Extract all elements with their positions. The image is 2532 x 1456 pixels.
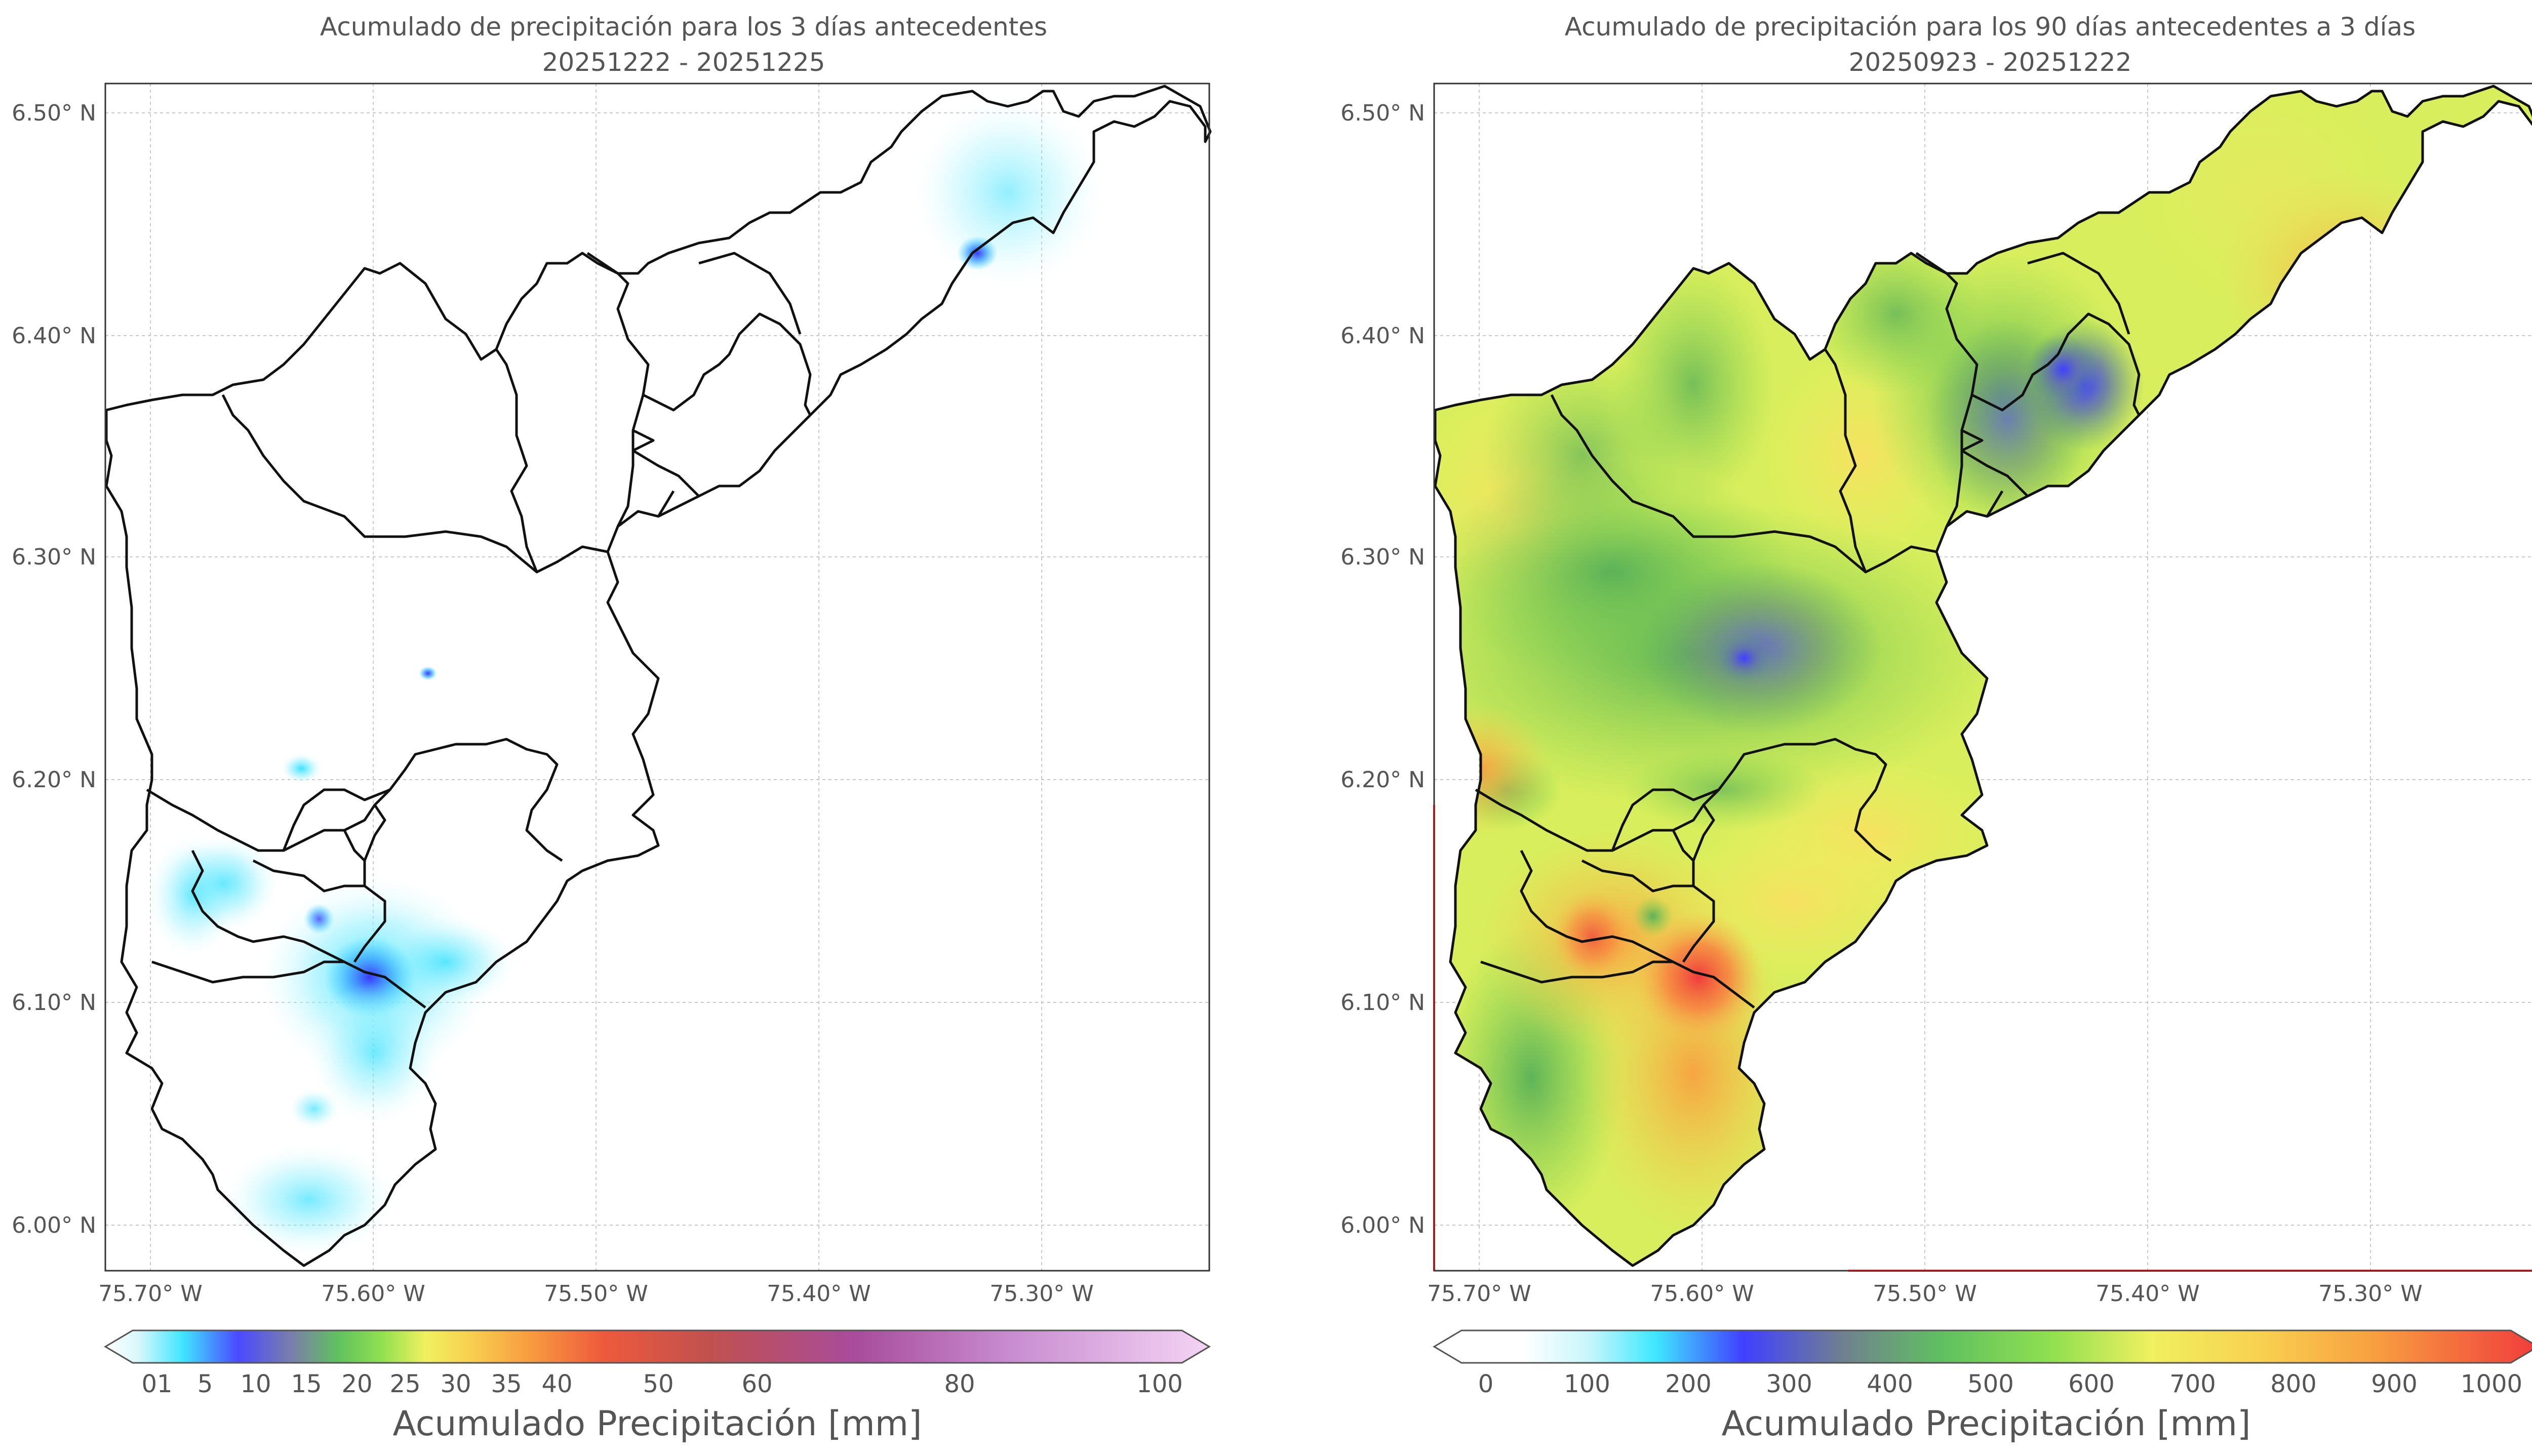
- colorbar-tick-label: 10: [240, 1370, 271, 1398]
- lon-tick-label: 75.70° W: [1427, 1281, 1531, 1307]
- right-map-panel: Acumulado de precipitación para los 90 d…: [1340, 12, 2532, 1444]
- lat-tick-label: 6.50° N: [1340, 100, 1425, 126]
- lat-tick-label: 6.20° N: [1340, 767, 1425, 793]
- left-colorbar: 01 5 10 15 20 25 30 35 40 50 60 80 100 A…: [104, 1329, 1211, 1444]
- lon-tick-label: 75.50° W: [1873, 1281, 1976, 1307]
- right-map-precip-field: [1379, 61, 2532, 1291]
- lat-tick-label: 6.40° N: [1340, 323, 1425, 349]
- lon-tick-label: 75.60° W: [321, 1281, 425, 1307]
- colorbar-tick-label: 0: [1478, 1370, 1494, 1398]
- left-map-precip-field: [147, 96, 1104, 1256]
- lon-tick-label: 75.70° W: [98, 1281, 202, 1307]
- left-map-lat-ticks: 6.50° N 6.40° N 6.30° N 6.20° N 6.10° N …: [12, 100, 96, 1238]
- colorbar-tick-label: 800: [2270, 1370, 2317, 1398]
- right-colorbar-title: Acumulado Precipitación [mm]: [1721, 1404, 2250, 1444]
- colorbar-tick-label: 100: [1136, 1370, 1183, 1398]
- colorbar-tick-label: 600: [2068, 1370, 2115, 1398]
- lat-tick-label: 6.50° N: [12, 100, 96, 126]
- colorbar-tick-label: 100: [1564, 1370, 1610, 1398]
- lon-tick-label: 75.40° W: [2095, 1281, 2199, 1307]
- colorbar-tick-label: 200: [1665, 1370, 1712, 1398]
- colorbar-tick-label: 300: [1766, 1370, 1812, 1398]
- colorbar-tick-label: 1000: [2461, 1370, 2522, 1398]
- colorbar-tick-label: 500: [1967, 1370, 2014, 1398]
- lon-tick-label: 75.60° W: [1650, 1281, 1754, 1307]
- colorbar-tick-label: 01: [141, 1370, 172, 1398]
- lat-tick-label: 6.10° N: [12, 990, 96, 1016]
- colorbar-tick-label: 35: [491, 1370, 522, 1398]
- colorbar-tick-label: 25: [389, 1370, 420, 1398]
- colorbar-tick-label: 50: [643, 1370, 674, 1398]
- right-map-lat-ticks: 6.50° N 6.40° N 6.30° N 6.20° N 6.10° N …: [1340, 100, 1425, 1238]
- lat-tick-label: 6.40° N: [12, 323, 96, 349]
- colorbar-tick-label: 400: [1867, 1370, 1913, 1398]
- lat-tick-label: 6.30° N: [1340, 544, 1425, 570]
- colorbar-tick-label: 40: [541, 1370, 572, 1398]
- lat-tick-label: 6.10° N: [1340, 990, 1425, 1016]
- lat-tick-label: 6.00° N: [1340, 1212, 1425, 1238]
- lon-tick-label: 75.30° W: [2318, 1281, 2422, 1307]
- colorbar-tick-label: 80: [944, 1370, 975, 1398]
- lon-tick-label: 75.30° W: [990, 1281, 1093, 1307]
- lon-tick-label: 75.50° W: [544, 1281, 648, 1307]
- right-map-title-line1: Acumulado de precipitación para los 90 d…: [1565, 12, 2416, 42]
- colorbar-tick-label: 5: [197, 1370, 213, 1398]
- colorbar-tick-label: 700: [2169, 1370, 2216, 1398]
- colorbar-tick-label: 60: [741, 1370, 772, 1398]
- lat-tick-label: 6.20° N: [12, 767, 96, 793]
- left-colorbar-title: Acumulado Precipitación [mm]: [392, 1404, 922, 1444]
- left-map-lon-ticks: 75.70° W 75.60° W 75.50° W 75.40° W 75.3…: [98, 1281, 1093, 1307]
- lat-tick-label: 6.00° N: [12, 1212, 96, 1238]
- left-map-title-line2: 20251222 - 20251225: [542, 48, 825, 77]
- left-map-frame: [104, 83, 1210, 1272]
- colorbar-tick-label: 900: [2371, 1370, 2418, 1398]
- lon-tick-label: 75.40° W: [767, 1281, 871, 1307]
- colorbar-tick-label: 30: [440, 1370, 471, 1398]
- left-map-title-line1: Acumulado de precipitación para los 3 dí…: [320, 12, 1047, 42]
- colorbar-tick-label: 15: [291, 1370, 322, 1398]
- left-map-panel: Acumulado de precipitación para los 3 dí…: [12, 12, 1210, 1444]
- colorbar-tick-label: 20: [341, 1370, 372, 1398]
- right-map-lon-ticks: 75.70° W 75.60° W 75.50° W 75.40° W 75.3…: [1427, 1281, 2422, 1307]
- lat-tick-label: 6.30° N: [12, 544, 96, 570]
- right-map-title-line2: 20250923 - 20251222: [1849, 48, 2132, 77]
- right-colorbar: 0 100 200 300 400 500 600 700 800 900 10…: [1433, 1329, 2532, 1444]
